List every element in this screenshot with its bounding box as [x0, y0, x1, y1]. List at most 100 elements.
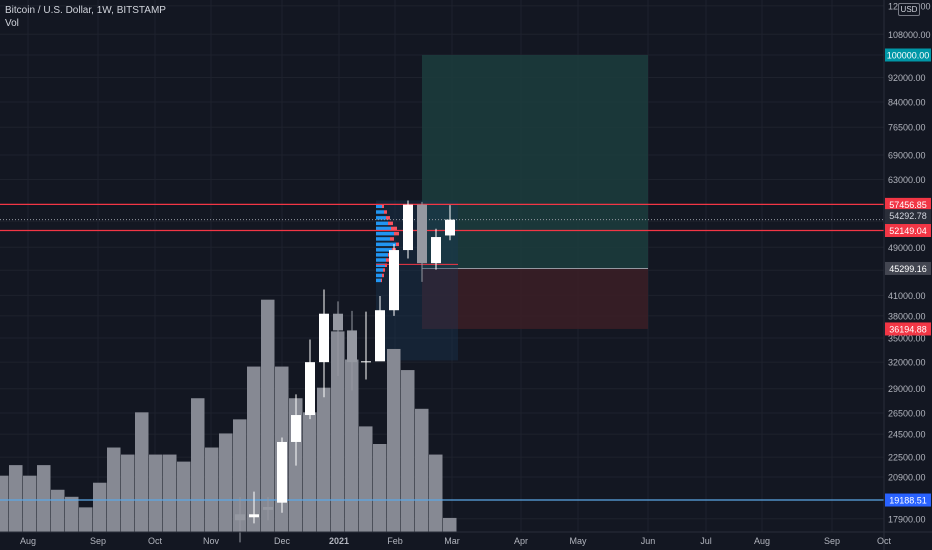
price-tick-label: 69000.00	[888, 151, 926, 161]
price-tick-label: 26500.00	[888, 408, 926, 418]
candle-body	[319, 313, 329, 363]
volume-bar	[401, 370, 415, 532]
price-tick-label: 32000.00	[888, 358, 926, 368]
volume-bar	[9, 465, 23, 532]
current-price-label-bg	[885, 209, 931, 223]
resistance-low-label-bg	[885, 224, 931, 238]
volume-bar	[51, 489, 65, 532]
profile-row-up	[376, 221, 388, 226]
volume-bar	[261, 299, 275, 532]
volume-bar	[37, 465, 51, 532]
currency-button[interactable]: USD	[898, 3, 920, 16]
volume-bar	[303, 412, 317, 532]
time-axis[interactable]: Aug Sep Oct Nov Dec 2021 Feb Mar Apr May Jun Jul Aug…	[0, 531, 932, 546]
price-tick-label: 22500.00	[888, 453, 926, 463]
resistance-low-label: 52149.04	[889, 226, 927, 236]
volume-bar	[219, 433, 233, 532]
candle-body	[291, 415, 301, 442]
profile-row-up	[376, 268, 383, 272]
profile-row-up	[376, 204, 382, 209]
profile-row-down	[385, 263, 387, 268]
candle-body	[445, 219, 455, 236]
profile-row-down	[381, 278, 382, 283]
profile-row-up	[376, 216, 386, 220]
price-axis[interactable]: 17900.00 20900.00 22500.00 24500.00 26500.00…	[883, 0, 931, 550]
candle-body	[389, 250, 399, 311]
stop-zone	[422, 268, 648, 329]
target-price-label-bg	[885, 48, 931, 62]
time-tick-label: Sep	[824, 536, 840, 546]
price-tick-label: 49000.00	[888, 243, 926, 253]
volume-bar	[65, 496, 79, 532]
volume-bar	[135, 412, 149, 532]
volume-bar	[317, 387, 331, 532]
price-tick-label: 92000.00	[888, 73, 926, 83]
volume-bar	[107, 447, 121, 532]
volume-bar	[0, 475, 9, 532]
resistance-high-label: 57456.85	[889, 200, 927, 210]
profile-row-up	[376, 253, 388, 257]
volume-bar	[233, 419, 247, 532]
price-tick-label: 108000.00	[888, 30, 931, 40]
time-tick-label: Feb	[387, 536, 403, 546]
price-tick-label: 63000.00	[888, 175, 926, 185]
candle-body	[249, 514, 259, 518]
time-tick-label: Oct	[148, 536, 163, 546]
volume-bar	[359, 426, 373, 532]
time-tick-label: Aug	[754, 536, 770, 546]
support-price-label: 19188.51	[889, 496, 927, 506]
volume-bar	[247, 366, 261, 532]
target-zone	[422, 55, 648, 269]
time-tick-label: May	[569, 536, 587, 546]
candle-body	[403, 204, 413, 251]
horizontal-levels[interactable]	[0, 203, 884, 501]
profile-row-down	[394, 231, 399, 236]
volume-legend[interactable]: Vol	[5, 18, 19, 29]
price-tick-label: 35000.00	[888, 334, 926, 344]
volume-bars	[0, 299, 457, 532]
volume-bar	[163, 454, 177, 532]
profile-row-down	[386, 258, 389, 262]
candles	[235, 200, 455, 543]
volume-bar	[79, 507, 93, 532]
entry-price-label-bg	[885, 261, 931, 275]
volume-bar	[429, 454, 443, 532]
profile-row-up	[376, 237, 390, 241]
profile-row-up	[376, 263, 385, 268]
profile-row-down	[384, 210, 387, 214]
resistance-high-label-bg	[885, 197, 931, 211]
candle-body	[361, 361, 371, 363]
volume-bar	[23, 475, 37, 532]
time-tick-label: Sep	[90, 536, 106, 546]
profile-row-down	[386, 216, 390, 220]
volume-bar	[387, 348, 401, 532]
volume-bar	[93, 482, 107, 532]
price-tick-label: 41000.00	[888, 291, 926, 301]
current-price-label: 54292.78	[889, 211, 927, 221]
profile-row-down	[388, 221, 393, 226]
volume-bar	[345, 359, 359, 532]
price-tick-label: 76500.00	[888, 123, 926, 133]
entry-price-label: 45299.16	[889, 264, 927, 274]
profile-row-down	[391, 226, 397, 231]
stop-price-label: 36194.88	[889, 324, 927, 334]
profile-row-up	[376, 258, 386, 262]
time-tick-label: Jul	[700, 536, 712, 546]
price-tick-label: 24500.00	[888, 430, 926, 440]
candle-body	[431, 237, 441, 264]
candle-body	[277, 441, 287, 503]
profile-row-down	[382, 273, 384, 278]
profile-row-up	[376, 231, 394, 236]
volume-bar	[443, 517, 457, 532]
candle-body	[235, 514, 245, 521]
profile-row-up	[376, 242, 396, 247]
volume-profile	[376, 204, 458, 283]
time-tick-label: Apr	[514, 536, 528, 546]
symbol-title[interactable]: Bitcoin / U.S. Dollar, 1W, BITSTAMP	[5, 5, 166, 16]
price-tick-label: 17900.00	[888, 514, 926, 524]
profile-row-down	[382, 204, 384, 209]
time-tick-label: 2021	[329, 536, 349, 546]
candle-body	[417, 204, 427, 264]
